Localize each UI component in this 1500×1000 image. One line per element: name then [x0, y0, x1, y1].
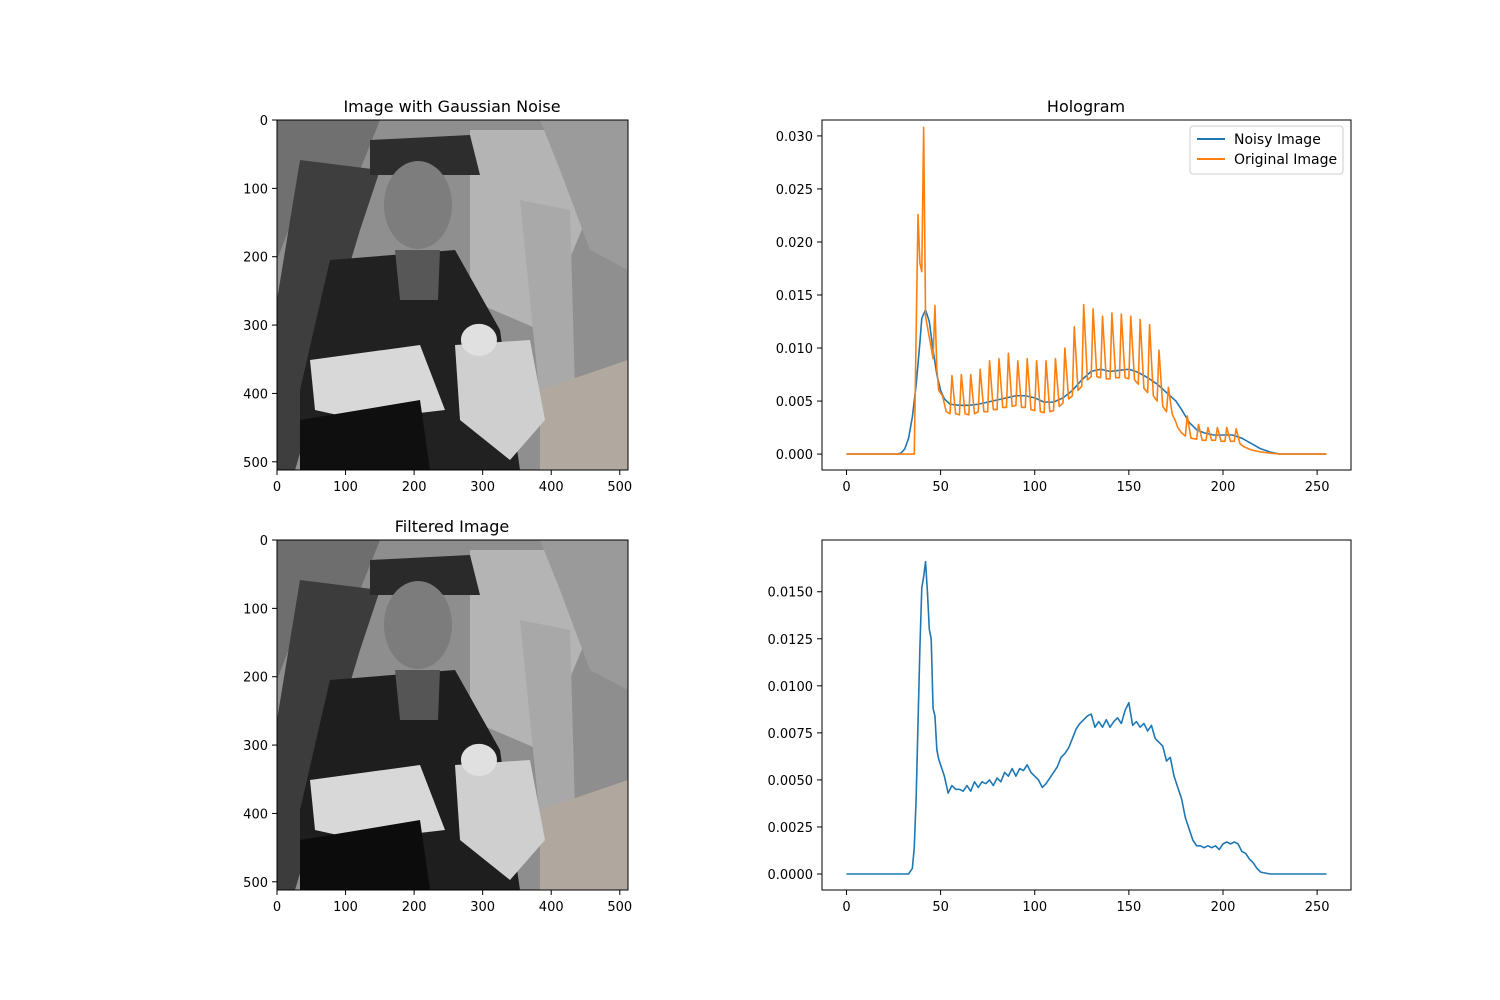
series-line-original-image: [846, 126, 1327, 455]
x-tick-label: 50: [932, 900, 949, 915]
y-tick-label: 200: [243, 671, 268, 686]
x-tick-label: 250: [1305, 480, 1330, 495]
y-tick-label: 0.0125: [768, 633, 814, 648]
x-tick-label: 100: [333, 900, 358, 915]
y-tick-label: 300: [243, 319, 268, 334]
y-tick-label: 0.030: [776, 130, 813, 145]
y-tick-label: 0: [260, 114, 268, 129]
hologram-plot-area: [846, 126, 1327, 455]
hologram-panel: Hologram 0 50 100 150 200 2500.0000.0050.0100…: [776, 97, 1352, 495]
filtered-image-panel: Filtered Image 0 100 200 300 400 500 0: [243, 517, 632, 915]
hologram-axes: 0 50 100 150 200 250 0.000 0.005 0.010 0.015 0.020…: [776, 130, 1330, 495]
noisy-image-frame: [276, 119, 629, 471]
y-tick-label: 100: [243, 182, 268, 197]
y-tick-label: 0.0050: [768, 774, 814, 789]
y-tick-label: 400: [243, 387, 268, 402]
y-tick-label: 0.005: [776, 395, 813, 410]
y-tick-label: 300: [243, 739, 268, 754]
filtered-histogram-plot-area: [846, 560, 1327, 875]
y-tick-label: 0.025: [776, 183, 813, 198]
series-line-noisy-image: [846, 309, 1327, 455]
hologram-legend: Noisy Image Original Image: [1189, 125, 1344, 175]
hologram-title: Hologram: [1047, 97, 1125, 116]
y-tick-label: 0.0075: [768, 727, 814, 742]
y-tick-label: 0.0025: [768, 821, 814, 836]
x-tick-label: 0: [842, 480, 850, 495]
legend-noisy-label: Noisy Image: [1234, 132, 1321, 148]
filtered-histogram-frame: [821, 539, 1352, 891]
x-tick-label: 200: [402, 900, 427, 915]
y-tick-label: 500: [243, 876, 268, 891]
legend-box: [1189, 125, 1344, 175]
noisy-image-photo: [277, 120, 628, 470]
y-tick-label: 0.0150: [768, 586, 814, 601]
x-tick-label: 500: [607, 480, 632, 495]
x-tick-label: 100: [1022, 900, 1047, 915]
x-tick-label: 200: [402, 480, 427, 495]
x-tick-label: 500: [607, 900, 632, 915]
y-tick-label: 0.0000: [768, 868, 814, 883]
x-tick-label: 400: [539, 480, 564, 495]
series-line: [846, 560, 1327, 875]
legend-original-label: Original Image: [1234, 152, 1337, 168]
y-tick-label: 0.0100: [768, 680, 814, 695]
filtered-histogram-series: [846, 560, 1327, 875]
x-tick-label: 100: [1022, 480, 1047, 495]
noisy-image-title: Image with Gaussian Noise: [343, 97, 560, 116]
x-tick-label: 200: [1211, 900, 1236, 915]
x-tick-label: 50: [932, 480, 949, 495]
x-tick-label: 150: [1116, 900, 1141, 915]
noisy-image-axes: 0 100 200 300 400 500 0 100 200 300 400 500: [243, 114, 632, 495]
x-tick-label: 300: [470, 480, 495, 495]
y-tick-label: 0.000: [776, 448, 813, 463]
x-tick-label: 300: [470, 900, 495, 915]
y-tick-label: 400: [243, 807, 268, 822]
filtered-histogram-axes: 0 50 100 150 200 250 0.0000 0.0025 0.0050 0.0075 0…: [768, 586, 1330, 915]
filtered-histogram-panel: 0 50 100 150 200 250 0.0000 0.0025 0.0050 0.0075 0…: [768, 539, 1352, 915]
y-tick-label: 500: [243, 456, 268, 471]
x-tick-label: 0: [273, 900, 281, 915]
x-tick-label: 250: [1305, 900, 1330, 915]
filtered-image-photo: [277, 540, 628, 890]
y-tick-label: 0.015: [776, 289, 813, 304]
y-tick-label: 0.010: [776, 342, 813, 357]
x-tick-label: 0: [842, 900, 850, 915]
noisy-photo-content: [277, 120, 628, 470]
y-tick-label: 100: [243, 602, 268, 617]
x-tick-label: 200: [1211, 480, 1236, 495]
noisy-image-panel: Image with Gaussian Noise: [243, 97, 632, 495]
hologram-series: [846, 126, 1327, 455]
x-tick-label: 0: [273, 480, 281, 495]
filtered-image-frame: [276, 539, 629, 891]
filtered-image-axes: 0 100 200 300 400 500 0 100 200 300 400 500: [243, 534, 632, 915]
y-tick-label: 200: [243, 251, 268, 266]
filtered-image-title: Filtered Image: [395, 517, 509, 536]
y-tick-label: 0.020: [776, 236, 813, 251]
y-tick-label: 0: [260, 534, 268, 549]
x-tick-label: 400: [539, 900, 564, 915]
x-tick-label: 100: [333, 480, 358, 495]
x-tick-label: 150: [1116, 480, 1141, 495]
